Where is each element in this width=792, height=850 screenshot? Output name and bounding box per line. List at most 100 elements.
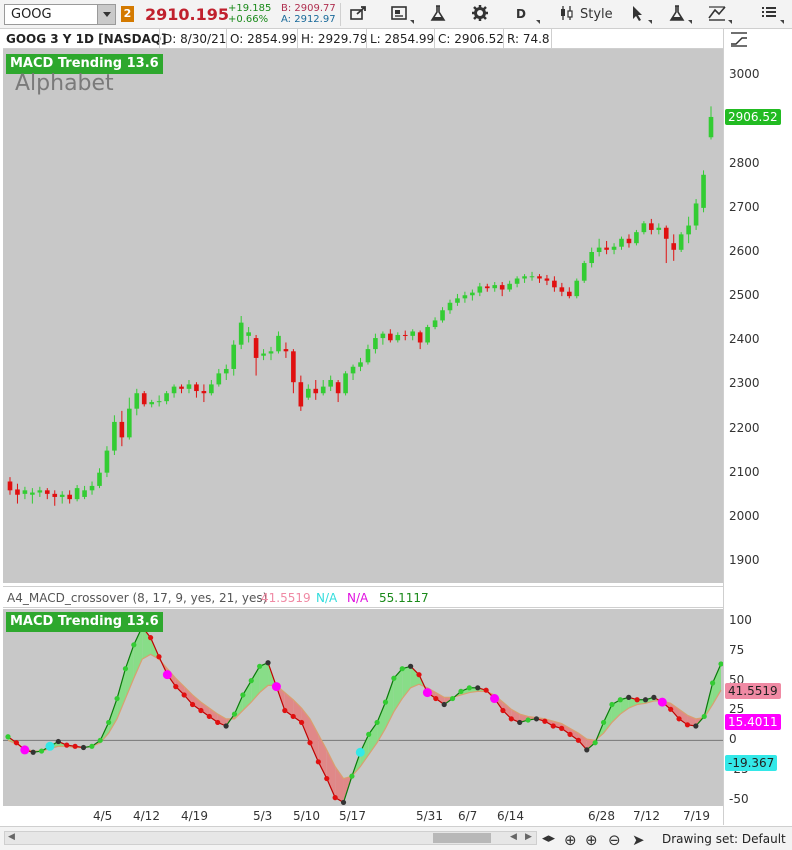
candle-body [179, 386, 184, 389]
candle-body [298, 382, 304, 407]
style-menu[interactable]: Style [580, 7, 613, 22]
company-watermark: Alphabet [15, 71, 114, 96]
pan-arrows-icon[interactable]: ◂▸ [542, 831, 556, 846]
candle-body [470, 292, 475, 296]
date-axis-tick: 7/12 [633, 809, 660, 823]
candle-body [581, 263, 587, 281]
macd-fill-segment [133, 626, 143, 679]
candle-body [678, 234, 684, 250]
macd-dot [533, 716, 540, 722]
macd-dot [349, 773, 355, 779]
candle-style-icon[interactable] [557, 4, 577, 25]
candle-body [276, 335, 281, 352]
macd-line-segment [99, 722, 110, 741]
candle-body [328, 379, 333, 387]
symbol-input[interactable]: GOOG [4, 4, 116, 25]
change-pct: +0.66% [228, 14, 269, 25]
aggregation-dropdown[interactable]: D [516, 7, 526, 21]
macd-dot [156, 654, 162, 660]
candle-body [425, 327, 430, 343]
candle-body [499, 285, 505, 290]
scroll-right-icon[interactable]: ▶ [525, 832, 532, 842]
macd-dot [701, 713, 707, 720]
cursor-icon[interactable] [626, 4, 652, 25]
candle-body [149, 402, 155, 405]
macd-dot [399, 666, 405, 672]
candle-body [701, 174, 706, 208]
price-axis-tick: 2100 [729, 464, 760, 479]
macd-fill-segment [561, 723, 571, 735]
candle-body [7, 481, 13, 491]
scroll-left-icon[interactable]: ◀ [8, 832, 15, 842]
pointer-icon[interactable]: ➤ [632, 831, 645, 849]
macd-fill-segment [620, 697, 629, 715]
zoom-in-icon[interactable]: ⊕ [585, 831, 598, 849]
macd-line-segment [242, 680, 252, 696]
candle-body [127, 408, 132, 438]
macd-dot [324, 775, 330, 782]
share-icon[interactable] [348, 4, 370, 25]
macd-chart[interactable] [3, 609, 723, 806]
macd-fill-segment [259, 662, 269, 693]
aggregation-chevron-icon[interactable] [528, 4, 542, 25]
macd-line-segment [124, 644, 135, 669]
macd-dot [122, 666, 129, 672]
last-price: 2910.195 [145, 5, 230, 24]
candle-body [156, 401, 162, 403]
macd-dot [162, 670, 172, 680]
menu-icon[interactable] [758, 4, 784, 25]
macd-dot [710, 680, 716, 686]
candle-body [89, 485, 95, 491]
header-divider [434, 29, 435, 49]
price-axis-tick: 2000 [729, 508, 760, 523]
price-axis-tick: 2400 [729, 332, 760, 347]
candle-body [291, 351, 296, 383]
symbol-dropdown-button[interactable] [97, 5, 115, 24]
collapse-panel-icon[interactable] [728, 30, 750, 51]
candle-body [484, 286, 490, 289]
candle-body [402, 334, 408, 336]
candle-body [395, 334, 401, 341]
macd-fill-segment [502, 702, 512, 719]
candle-body [313, 388, 319, 394]
zoom-out-icon[interactable]: ⊖ [608, 831, 621, 849]
macd-dot [508, 716, 514, 722]
scroll-thumb[interactable] [433, 833, 491, 843]
macd-axis-tick: 75 [729, 642, 745, 657]
macd-fill-segment [360, 734, 369, 767]
macd-fill-segment [175, 678, 185, 695]
macd-dot [490, 694, 500, 704]
macd-dot [198, 707, 204, 714]
gear-icon[interactable] [469, 4, 491, 25]
macd-fill-segment [368, 722, 378, 755]
candle-body [194, 384, 199, 392]
price-axis-tick: 2200 [729, 420, 760, 435]
price-chart[interactable] [3, 49, 723, 583]
studies-flask-icon[interactable] [666, 4, 692, 25]
study-name[interactable]: A4_MACD_crossover (8, 17, 9, yes, 21, ye… [7, 591, 268, 605]
candle-body [529, 276, 535, 278]
macd-fill-segment [410, 666, 420, 688]
drawing-set-label[interactable]: Drawing set: Default [662, 832, 786, 846]
price-axis-tick: 2600 [729, 244, 760, 258]
change-block: +19.185 +0.66% [228, 3, 271, 25]
macd-line-segment [712, 663, 722, 684]
macd-dot [215, 719, 221, 726]
link-group-badge[interactable]: 2 [121, 6, 134, 22]
scroll-left-end-icon[interactable]: ◀ [510, 832, 517, 842]
candle-body [708, 116, 714, 138]
macd-dot [5, 734, 11, 740]
macd-dot [355, 747, 365, 757]
header-date: D: 8/30/21 [163, 32, 227, 46]
macd-dot [131, 642, 137, 648]
drawings-icon[interactable] [706, 4, 732, 25]
flask-icon[interactable] [427, 4, 449, 25]
study-value-macd: 41.5519 [261, 591, 311, 605]
horizontal-scrollbar[interactable]: ◀ ◀ ▶ [4, 831, 537, 845]
candle-body [15, 489, 20, 495]
news-icon[interactable] [388, 4, 414, 25]
macd-dot [374, 719, 380, 726]
crosshair-icon[interactable]: ⊕ [564, 831, 577, 849]
macd-line-segment [116, 668, 127, 699]
study-value-signal: 55.1117 [379, 591, 429, 605]
